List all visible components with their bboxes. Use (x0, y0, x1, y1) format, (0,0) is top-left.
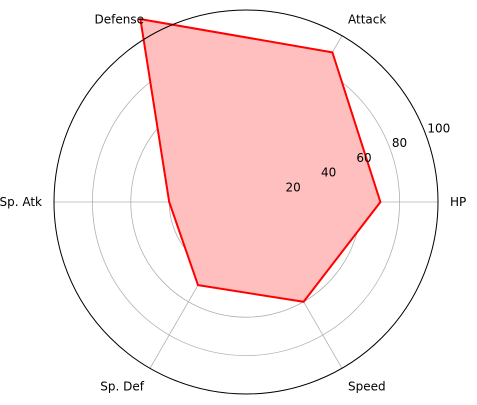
r-tick-label-80: 80 (392, 136, 407, 150)
polar-frame (53, 9, 439, 395)
axis-label-attack: Attack (348, 12, 386, 26)
r-tick-label-20: 20 (285, 180, 300, 194)
axis-label-hp: HP (450, 195, 466, 209)
r-tick-label-100: 100 (427, 122, 450, 136)
axis-label-defense: Defense (95, 12, 144, 26)
r-tick-label-60: 60 (356, 151, 371, 165)
r-tick-label-40: 40 (321, 166, 336, 180)
axis-label-sp-atk: Sp. Atk (0, 195, 42, 209)
data-area (140, 19, 381, 302)
axis-label-speed: Speed (348, 380, 386, 394)
axis-label-sp-def: Sp. Def (100, 380, 144, 394)
